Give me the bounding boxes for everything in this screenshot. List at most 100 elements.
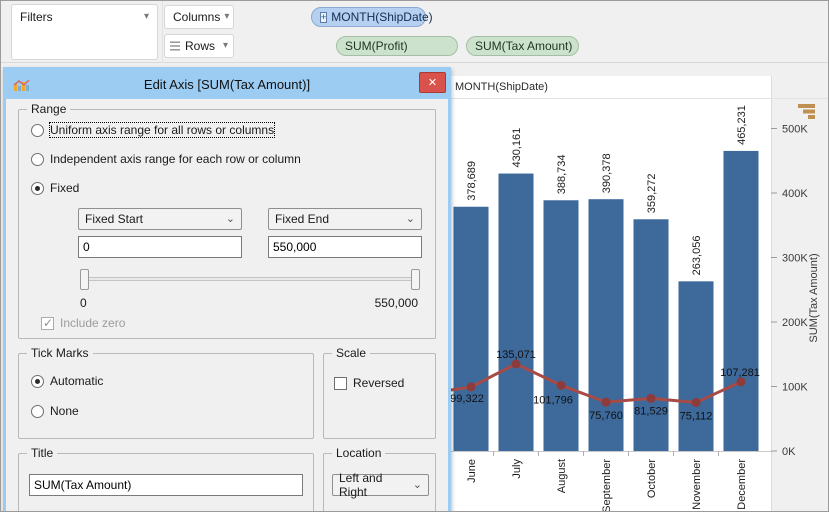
bar-value-label: 465,231 [736, 105, 748, 145]
bar-value-label: 378,689 [466, 161, 478, 201]
chart-view: MONTH(ShipDate) 0K 100K 200K 300K 400K 500K SUM… [450, 63, 828, 512]
chevron-down-icon: ⌄ [412, 478, 422, 491]
bar-mark[interactable] [543, 200, 579, 451]
line-point-mark[interactable] [691, 398, 701, 408]
bar-mark[interactable] [498, 173, 534, 452]
sort-descending-icon[interactable] [803, 109, 815, 114]
line-value-label: 101,796 [533, 394, 573, 406]
radio-uniform-range[interactable]: Uniform axis range for all rows or colum… [31, 122, 276, 138]
x-axis-month-label[interactable]: September [601, 459, 613, 512]
bar-mark[interactable] [723, 150, 759, 451]
pill-sum-tax-amount[interactable]: SUM(Tax Amount) [466, 36, 579, 56]
y-axis-tick-label: 400K [782, 188, 808, 200]
pill-label: SUM(Profit) [345, 39, 408, 53]
columns-label: Columns [173, 10, 221, 24]
range-legend: Range [27, 102, 71, 116]
rows-label: Rows [185, 39, 216, 53]
dialog-titlebar[interactable]: Edit Axis [SUM(Tax Amount)] ✕ [6, 70, 448, 99]
range-group: Range Uniform axis range for all rows or… [18, 102, 436, 339]
chart-svg: MONTH(ShipDate) 0K 100K 200K 300K 400K 500K SUM… [450, 63, 828, 512]
chevron-down-icon: ⌄ [225, 212, 235, 225]
columns-shelf-label[interactable]: Columns ▾ [164, 5, 234, 29]
axis-chart-icon [13, 78, 30, 91]
x-axis-month-label[interactable]: October [646, 459, 658, 498]
tick-marks-group: Tick Marks Automatic None [18, 346, 314, 439]
title-legend: Title [27, 446, 58, 460]
include-zero-checkbox: Include zero [41, 316, 125, 330]
dialog-title: Edit Axis [SUM(Tax Amount)] [143, 77, 311, 92]
tick-marks-legend: Tick Marks [27, 346, 93, 360]
rows-icon [170, 41, 180, 51]
radio-independent-range[interactable]: Independent axis range for each row or c… [31, 152, 301, 166]
shelf-bar: Filters ▾ Columns ▾ + MO [1, 1, 828, 63]
bar-mark[interactable] [588, 199, 624, 451]
location-legend: Location [332, 446, 386, 460]
filters-shelf[interactable]: Filters ▾ [11, 4, 158, 60]
radio-fixed-range[interactable]: Fixed [31, 181, 79, 195]
rows-shelf-label[interactable]: Rows ▾ [164, 34, 234, 58]
line-point-mark[interactable] [736, 377, 746, 387]
title-group: Title [18, 446, 314, 511]
range-slider[interactable] [80, 269, 420, 290]
fixed-start-dropdown[interactable]: Fixed Start ⌄ [78, 208, 242, 230]
line-value-label: 81,529 [634, 405, 668, 417]
scale-legend: Scale [332, 346, 371, 360]
slider-max-label: 550,000 [374, 296, 418, 310]
pill-month-shipdate[interactable]: + MONTH(ShipDate) [311, 7, 433, 27]
location-group: Location Left and Right ⌄ [323, 446, 436, 511]
location-dropdown[interactable]: Left and Right ⌄ [332, 471, 429, 499]
x-axis-month-label[interactable]: November [691, 459, 703, 510]
slider-min-label: 0 [80, 296, 87, 310]
chevron-down-icon[interactable]: ▾ [222, 40, 228, 51]
line-point-mark[interactable] [646, 393, 656, 403]
bar-mark[interactable] [633, 219, 669, 451]
line-point-mark[interactable] [556, 380, 566, 390]
x-axis-month-label[interactable]: June [466, 459, 478, 483]
line-point-mark[interactable] [601, 397, 611, 407]
y-axis-tick-label: 100K [782, 382, 808, 394]
slider-handle-min[interactable] [80, 269, 89, 290]
chevron-down-icon[interactable]: ▾ [224, 11, 230, 22]
column-field-header: MONTH(ShipDate) [455, 81, 548, 93]
chevron-down-icon: ⌄ [405, 212, 415, 225]
y-axis-title[interactable]: SUM(Tax Amount) [808, 253, 820, 342]
sort-descending-icon[interactable] [808, 115, 815, 119]
edit-axis-dialog: Edit Axis [SUM(Tax Amount)] ✕ Range Unif… [3, 67, 451, 511]
reversed-checkbox[interactable]: Reversed [334, 376, 404, 390]
pill-sum-profit[interactable]: SUM(Profit) [336, 36, 458, 56]
fixed-end-dropdown[interactable]: Fixed End ⌄ [268, 208, 422, 230]
close-icon[interactable]: ✕ [419, 72, 446, 93]
filters-label: Filters [20, 10, 53, 24]
sort-descending-icon[interactable] [798, 104, 815, 108]
slider-handle-max[interactable] [411, 269, 420, 290]
line-point-mark[interactable] [511, 359, 521, 369]
radio-tick-automatic[interactable]: Automatic [31, 374, 103, 388]
fixed-start-input[interactable] [78, 236, 242, 258]
columns-shelf-area[interactable]: + MONTH(ShipDate) [234, 4, 433, 30]
fixed-end-input[interactable] [268, 236, 422, 258]
x-axis-month-label[interactable]: December [736, 459, 748, 510]
bar-value-label: 263,056 [691, 236, 703, 276]
line-value-label: 75,112 [680, 411, 713, 423]
y-axis-tick-label: 500K [782, 124, 808, 136]
line-value-label: 107,281 [720, 367, 760, 379]
y-axis-tick-label: 200K [782, 317, 808, 329]
y-axis-tick-label: 0K [782, 446, 796, 458]
axis-title-input[interactable] [29, 474, 303, 496]
bar-value-label: 430,161 [511, 128, 523, 168]
divider [162, 1, 163, 63]
line-point-mark[interactable] [466, 382, 476, 392]
chevron-down-icon[interactable]: ▾ [143, 11, 149, 22]
bar-mark[interactable] [453, 206, 489, 451]
x-axis-month-label[interactable]: August [556, 459, 568, 493]
scale-group: Scale Reversed [323, 346, 436, 439]
bar-value-label: 359,272 [646, 174, 658, 214]
expand-icon[interactable]: + [320, 11, 328, 23]
rows-shelf-area[interactable]: SUM(Profit) SUM(Tax Amount) [234, 33, 579, 59]
x-axis-month-label[interactable]: July [511, 459, 523, 479]
bar-mark[interactable] [678, 281, 714, 451]
radio-tick-none[interactable]: None [31, 404, 79, 418]
y-axis-tick-label: 300K [782, 253, 808, 265]
line-mark [450, 362, 742, 405]
